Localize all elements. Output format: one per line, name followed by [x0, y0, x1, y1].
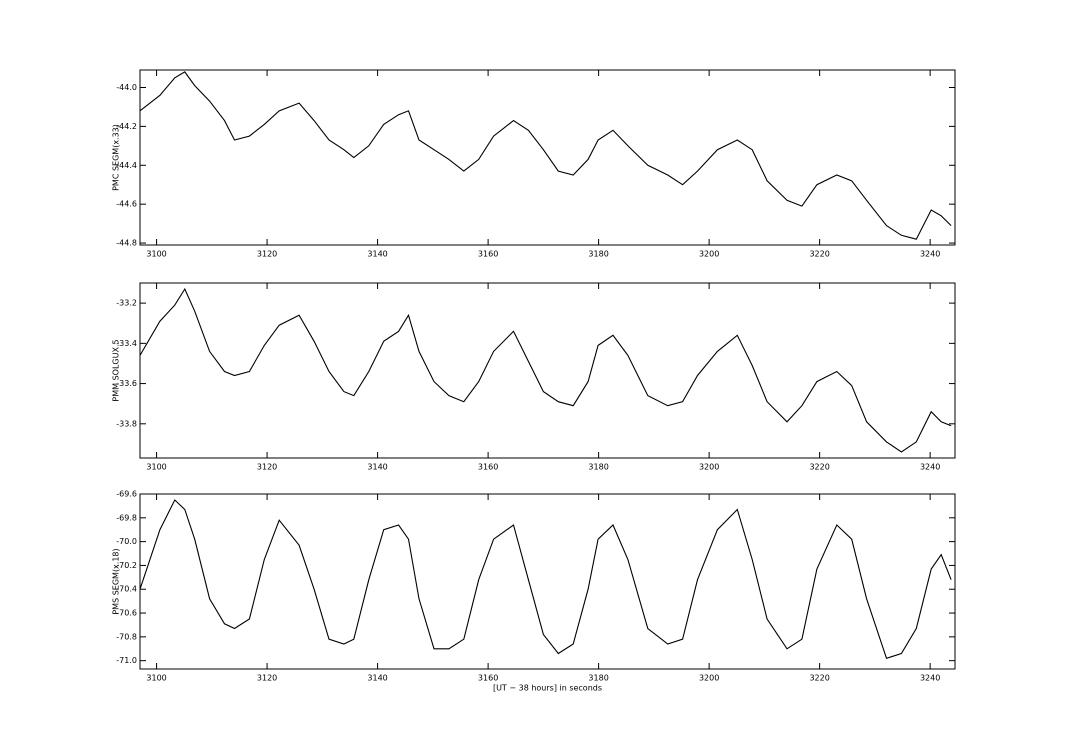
x-axis-label: [UT − 38 hours] in seconds — [493, 684, 602, 693]
plot-frame — [139, 69, 956, 246]
x-tick-label: 3200 — [699, 463, 719, 472]
x-tick-label: 3140 — [367, 463, 387, 472]
y-tick-label: -70.2 — [116, 561, 137, 570]
x-tick-label: 3240 — [920, 463, 940, 472]
x-tick-label: 3180 — [588, 250, 608, 259]
x-tick-label: 3200 — [699, 250, 719, 259]
y-tick-label: -44.4 — [116, 161, 137, 170]
y-tick-label: -33.8 — [116, 419, 137, 428]
x-tick-label: 3120 — [257, 250, 277, 259]
data-line — [139, 499, 952, 659]
y-tick-label: -69.6 — [116, 490, 137, 499]
x-tick-label: 3140 — [367, 674, 387, 683]
plot-frame — [139, 493, 956, 670]
y-tick-label: -69.8 — [116, 513, 137, 522]
y-tick-label: -70.8 — [116, 632, 137, 641]
x-tick-label: 3100 — [146, 463, 166, 472]
y-tick-label: -44.0 — [116, 83, 137, 92]
plot-frame — [139, 282, 956, 459]
x-tick-label: 3160 — [478, 674, 498, 683]
x-tick-label: 3180 — [588, 463, 608, 472]
x-tick-label: 3220 — [809, 674, 829, 683]
x-tick-label: 3120 — [257, 674, 277, 683]
y-tick-label: -70.0 — [116, 537, 137, 546]
x-tick-label: 3200 — [699, 674, 719, 683]
x-tick-label: 3240 — [920, 674, 940, 683]
y-tick-label: -44.8 — [116, 239, 137, 248]
y-tick-label: -70.6 — [116, 609, 137, 618]
x-tick-label: 3220 — [809, 463, 829, 472]
x-tick-label: 3240 — [920, 250, 940, 259]
y-axis-label: PMM SOLGUX.5 — [112, 339, 121, 401]
x-tick-label: 3220 — [809, 250, 829, 259]
y-tick-label: -33.6 — [116, 379, 137, 388]
y-tick-label: -44.2 — [116, 122, 137, 131]
y-tick-label: -70.4 — [116, 585, 137, 594]
y-tick-label: -44.6 — [116, 200, 137, 209]
y-tick-label: -33.4 — [116, 339, 137, 348]
x-tick-label: 3160 — [478, 463, 498, 472]
y-tick-label: -71.0 — [116, 656, 137, 665]
x-tick-label: 3160 — [478, 250, 498, 259]
data-line — [139, 71, 952, 240]
x-tick-label: 3100 — [146, 674, 166, 683]
data-line — [139, 287, 952, 453]
x-tick-label: 3120 — [257, 463, 277, 472]
x-tick-label: 3180 — [588, 674, 608, 683]
y-axis-label: PMS SEGM(x.18) — [112, 548, 121, 614]
y-axis-label: PMC SEGM(x.33) — [112, 124, 121, 191]
y-tick-label: -33.2 — [116, 299, 137, 308]
x-tick-label: 3140 — [367, 250, 387, 259]
x-tick-label: 3100 — [146, 250, 166, 259]
